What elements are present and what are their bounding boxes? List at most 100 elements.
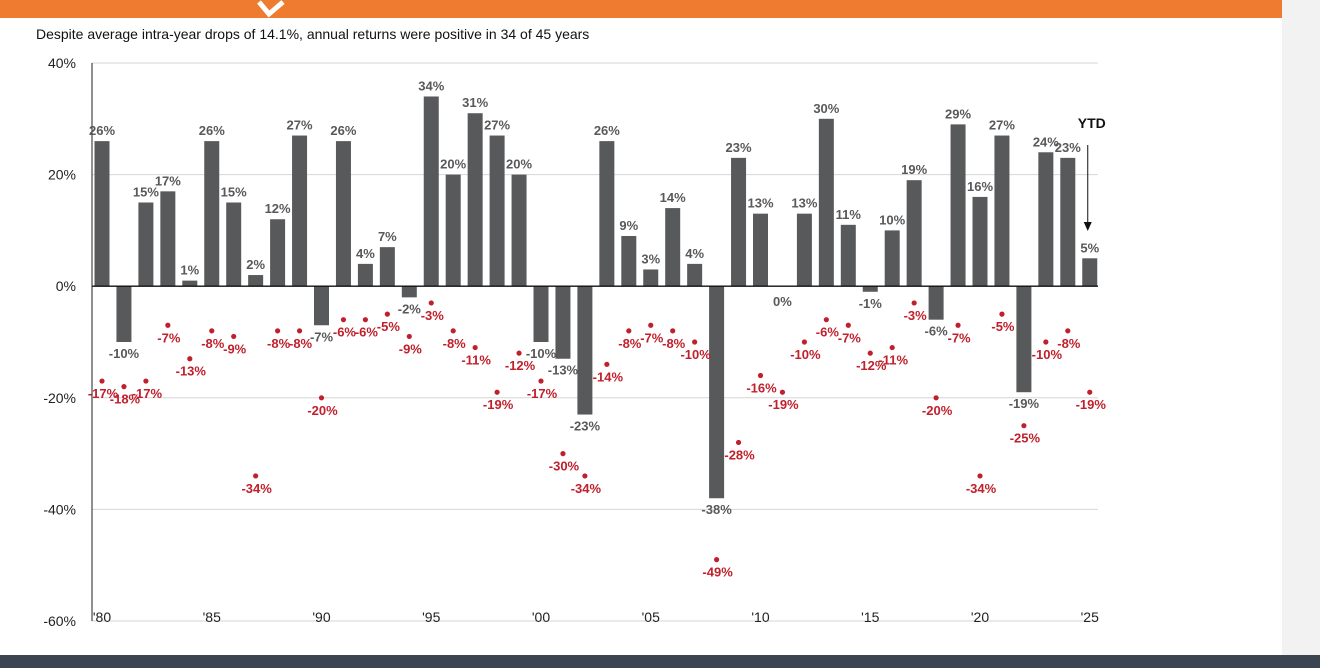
drawdown-label: -9% (223, 341, 247, 356)
x-tick-label: '95 (422, 609, 440, 625)
bar-value-label: 13% (791, 196, 817, 211)
bar-value-label: 4% (356, 246, 375, 261)
bar-value-label: -10% (526, 346, 557, 361)
return-bar (401, 286, 417, 298)
bar-value-label: 1% (180, 263, 199, 278)
drawdown-label: -30% (549, 459, 580, 474)
return-bar (862, 286, 878, 292)
return-bar (884, 230, 900, 287)
bar-value-label: 26% (89, 123, 115, 138)
return-bar (753, 213, 768, 287)
return-bar (138, 202, 154, 287)
return-bar (489, 135, 505, 287)
drawdown-label: -17% (527, 386, 558, 401)
bar-value-label: 27% (287, 118, 313, 133)
drawdown-point (779, 389, 786, 395)
drawdown-point (121, 384, 127, 390)
drawdown-point (516, 350, 522, 356)
drawdown-point (450, 328, 456, 334)
x-tick-label: '90 (312, 609, 330, 625)
bar-value-label: -13% (548, 363, 579, 378)
bar-value-label: 13% (747, 196, 773, 211)
bar-value-label: 27% (484, 118, 510, 133)
returns-chart: 40%20%0%-20%-40%-60%26%-10%15%17%1%26%15… (43, 55, 1106, 629)
drawdown-label: -16% (746, 380, 777, 395)
drawdown-point (143, 378, 149, 384)
return-bar (182, 280, 198, 287)
bar-value-label: 3% (641, 251, 660, 266)
return-bar (116, 286, 132, 342)
bar-value-label: -1% (859, 296, 883, 311)
bar-value-label: 26% (199, 123, 225, 138)
bar-value-label: 24% (1033, 134, 1059, 149)
return-bar (950, 124, 966, 287)
bar-value-label: 9% (619, 218, 638, 233)
drawdown-point (340, 317, 347, 323)
drawdown-label: -13% (176, 364, 207, 379)
drawdown-point (845, 322, 851, 328)
bar-value-label: 15% (133, 185, 159, 200)
return-bar (643, 269, 659, 287)
bar-value-label: 10% (879, 212, 905, 227)
drawdown-label: -17% (132, 386, 163, 401)
drawdown-label: -10% (790, 347, 821, 362)
y-tick-label: -20% (43, 390, 76, 406)
drawdown-point (472, 344, 478, 351)
return-bar (906, 180, 922, 287)
return-bar (555, 286, 571, 359)
return-bar (1038, 152, 1054, 287)
bar-value-label: 11% (836, 207, 862, 222)
drawdown-label: -34% (241, 481, 272, 496)
header-band (0, 0, 1282, 18)
drawdown-point (384, 311, 390, 317)
drawdown-point (867, 350, 873, 356)
drawdown-point (318, 395, 325, 401)
x-tick-label: '85 (203, 609, 221, 625)
drawdown-point (1087, 389, 1093, 395)
drawdown-label: -19% (483, 397, 514, 412)
bar-value-label: 31% (462, 95, 488, 110)
drawdown-label: -20% (922, 403, 953, 418)
bar-value-label: 19% (901, 162, 927, 177)
drawdown-point (735, 439, 742, 446)
drawdown-point (560, 451, 566, 457)
return-bar (314, 286, 329, 326)
drawdown-point (582, 473, 588, 479)
drawdown-point (209, 328, 215, 334)
bar-value-label: 17% (155, 173, 181, 188)
return-bar (709, 286, 725, 499)
drawdown-label: -6% (355, 325, 379, 340)
x-tick-label: '00 (532, 609, 550, 625)
footer-bar (0, 655, 1320, 668)
drawdown-point (977, 473, 983, 479)
return-bar (665, 208, 681, 287)
drawdown-point (714, 557, 720, 563)
drawdown-point (538, 378, 544, 384)
chart-subtitle: Despite average intra-year drops of 14.1… (36, 26, 590, 42)
bar-value-label: 0% (773, 294, 792, 309)
bar-value-label: 23% (726, 140, 752, 155)
drawdown-point (801, 339, 808, 345)
y-tick-label: 20% (48, 167, 76, 183)
bar-value-label: 14% (660, 190, 686, 205)
drawdown-label: -17% (88, 386, 119, 401)
drawdown-point (362, 317, 368, 323)
bar-value-label: 20% (506, 157, 532, 172)
drawdown-point (670, 328, 676, 334)
drawdown-label: -19% (768, 397, 799, 412)
drawdown-label: -6% (333, 325, 357, 340)
bar-value-label: -19% (1009, 396, 1040, 411)
x-tick-label: '20 (971, 609, 989, 625)
x-tick-label: '25 (1081, 609, 1099, 625)
drawdown-label: -7% (157, 330, 181, 345)
drawdown-point (275, 328, 281, 334)
y-tick-label: -60% (43, 613, 76, 629)
bar-value-label: 27% (989, 118, 1015, 133)
drawdown-label: -8% (289, 336, 313, 351)
drawdown-label: -5% (377, 319, 401, 334)
return-bar (335, 141, 351, 287)
return-bar (1060, 157, 1076, 287)
return-bar (972, 196, 988, 287)
return-bar (270, 219, 286, 287)
drawdown-point (648, 322, 654, 328)
